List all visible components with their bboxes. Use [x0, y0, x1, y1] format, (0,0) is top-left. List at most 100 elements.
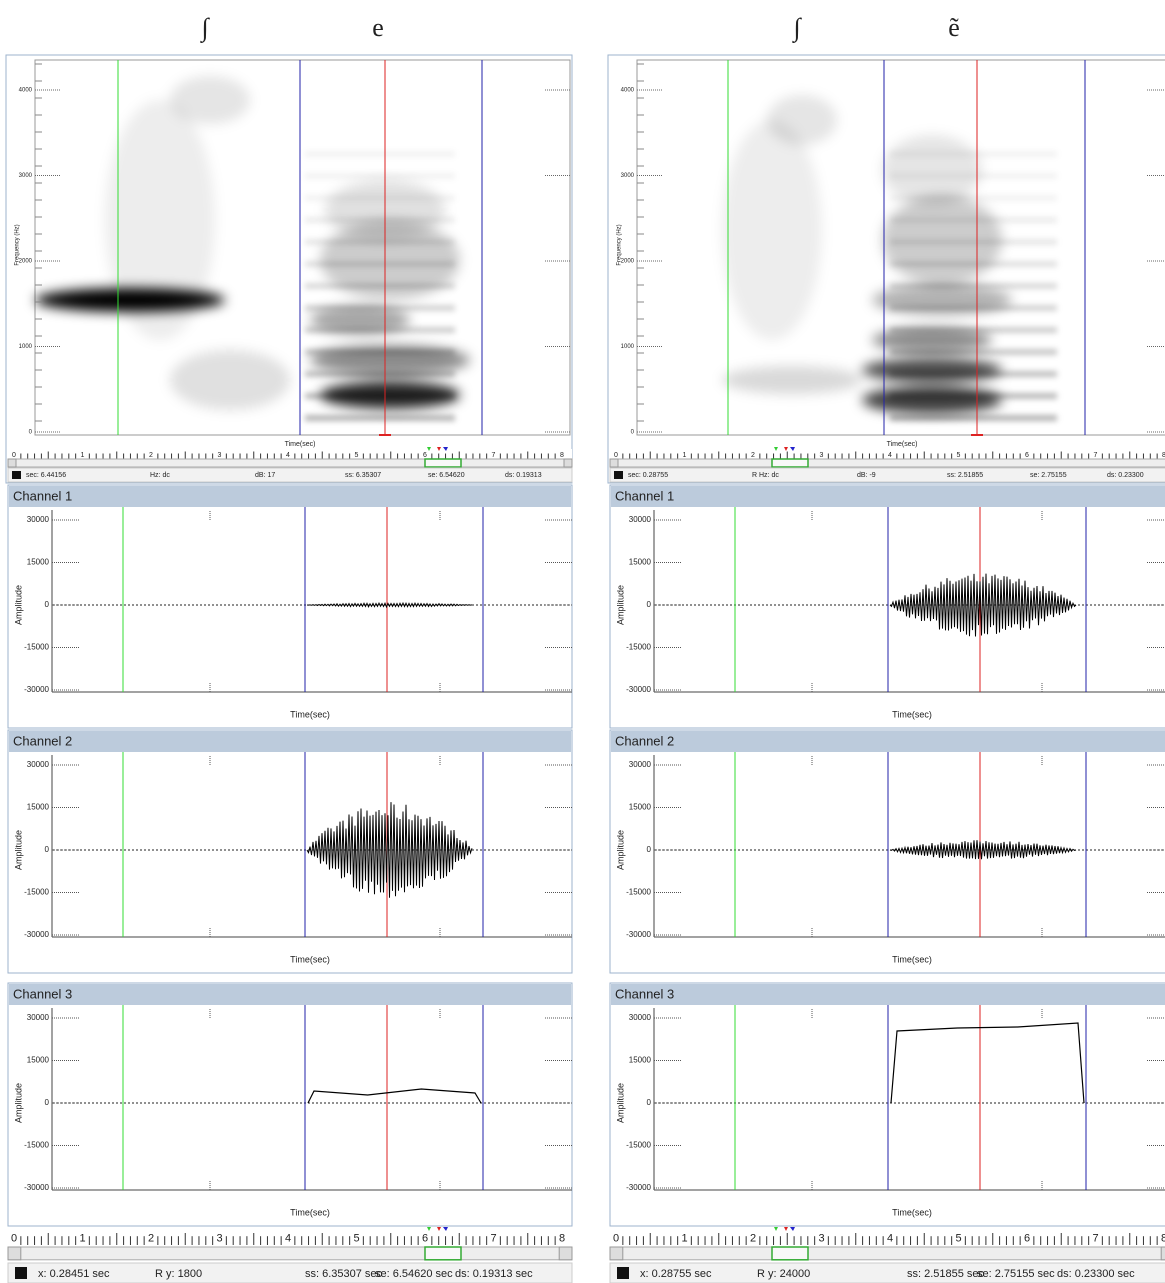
y-tick-label: -30000: [626, 685, 651, 694]
energy: [722, 366, 862, 394]
harmonic: [305, 393, 455, 399]
waveform: [306, 802, 473, 898]
channel-title: Channel 2: [13, 733, 72, 748]
status-text: se: 6.54620 sec: [375, 1268, 453, 1280]
x-axis-label: Time(sec): [887, 441, 918, 448]
y-axis-label: Frequency (Hz): [617, 224, 623, 265]
y-tick-label: 30000: [27, 1013, 50, 1022]
y-tick-label: 15000: [27, 1056, 50, 1065]
harmonic: [890, 151, 1057, 157]
harmonic: [890, 283, 1057, 289]
status-text: sec: 6.44156: [26, 472, 66, 479]
scroll-thumb: [424, 458, 462, 468]
channel-window: [7, 982, 573, 1227]
ruler-label: 4: [286, 452, 290, 459]
harmonic: [305, 151, 455, 157]
status-bar: [7, 467, 573, 483]
channel-header: [611, 486, 1165, 507]
y-tick-label: 15000: [27, 803, 50, 812]
marker-red: [784, 1227, 788, 1231]
scroll-left[interactable]: [609, 1246, 624, 1261]
y-tick-label: 30000: [629, 1013, 652, 1022]
status-text: ds: 0.23300 sec: [1057, 1268, 1135, 1280]
phone-label: ẽ: [948, 13, 960, 42]
ruler-label: 4: [888, 452, 892, 459]
scroll-left[interactable]: [609, 458, 619, 468]
y-tick-label: -15000: [626, 888, 651, 897]
y-tick-label: 15000: [629, 558, 652, 567]
channel-header: [9, 984, 571, 1005]
ruler-label: 0: [12, 452, 16, 459]
y-tick-label: -30000: [24, 685, 49, 694]
status-text: ds: 0.19313: [505, 472, 542, 479]
y-tick-label: 2000: [19, 259, 33, 265]
harmonic: [305, 371, 455, 377]
status-text: R Hz: dc: [752, 472, 779, 479]
marker-blue: [443, 1227, 448, 1231]
harmonic: [890, 393, 1057, 399]
energy: [862, 358, 1002, 382]
ruler-label: 4: [285, 1233, 291, 1245]
scroll-left[interactable]: [7, 458, 17, 468]
channel-title: Channel 1: [13, 488, 72, 503]
scroll-right[interactable]: [1160, 1246, 1165, 1261]
ruler-label: 5: [353, 1233, 359, 1245]
y-tick-label: 0: [45, 1098, 50, 1107]
scroll-right[interactable]: [558, 1246, 573, 1261]
scrollbar: [7, 1246, 573, 1261]
y-tick-label: -30000: [626, 1183, 651, 1192]
harmonic: [305, 239, 455, 245]
channel-header: [9, 731, 571, 752]
status-text: x: 0.28755 sec: [640, 1268, 712, 1280]
ruler-label: 8: [1161, 1233, 1165, 1245]
ruler-label: 4: [887, 1233, 893, 1245]
channel-header: [611, 984, 1165, 1005]
waveform: [307, 1088, 482, 1104]
status-text: ss: 2.51855 sec: [907, 1268, 985, 1280]
scroll-thumb: [424, 1246, 462, 1261]
y-tick-label: -15000: [626, 1141, 651, 1150]
status-icon: [12, 471, 21, 479]
ruler-label: 1: [681, 1233, 687, 1245]
status-text: dB: -9: [857, 472, 876, 479]
ruler-label: 7: [492, 452, 496, 459]
waveform: [890, 1022, 1085, 1104]
status-icon: [617, 1267, 629, 1279]
status-text: ds: 0.23300: [1107, 472, 1144, 479]
harmonic: [890, 239, 1057, 245]
ruler-label: 5: [355, 452, 359, 459]
marker-blue: [790, 447, 795, 451]
scroll-left[interactable]: [7, 1246, 22, 1261]
status-text: ss: 6.35307 sec: [305, 1268, 383, 1280]
harmonic: [890, 217, 1057, 223]
status-text: sec: 0.28755: [628, 472, 668, 479]
ruler-label: 8: [559, 1233, 565, 1245]
y-axis-label: Amplitude: [13, 830, 23, 870]
scroll-right[interactable]: [563, 458, 573, 468]
y-axis-label: Amplitude: [615, 1083, 625, 1123]
ruler-label: 3: [820, 452, 824, 459]
marker-red: [784, 447, 788, 451]
ruler-label: 1: [81, 452, 85, 459]
waveform: [889, 573, 1077, 637]
y-axis-label: Amplitude: [13, 1083, 23, 1123]
ruler-label: 1: [79, 1233, 85, 1245]
status-text: R y: 1800: [155, 1268, 202, 1280]
y-tick-label: 0: [631, 430, 635, 436]
ruler: [610, 449, 1165, 459]
harmonic: [305, 415, 455, 421]
x-axis-label: Time(sec): [892, 1207, 932, 1217]
harmonic: [305, 349, 455, 355]
ruler-label: 7: [1094, 452, 1098, 459]
ruler-label: 3: [818, 1233, 824, 1245]
status-text: Hz: dc: [150, 472, 170, 479]
channel-header: [611, 731, 1165, 752]
harmonics: [890, 151, 1057, 421]
marker-green: [427, 1227, 431, 1231]
harmonic: [890, 305, 1057, 311]
channel-window: [7, 484, 573, 729]
ruler-label: 0: [613, 1233, 619, 1245]
status-text: se: 2.75155: [1030, 472, 1067, 479]
ruler-label: 2: [149, 452, 153, 459]
y-tick-label: 3000: [19, 173, 33, 179]
